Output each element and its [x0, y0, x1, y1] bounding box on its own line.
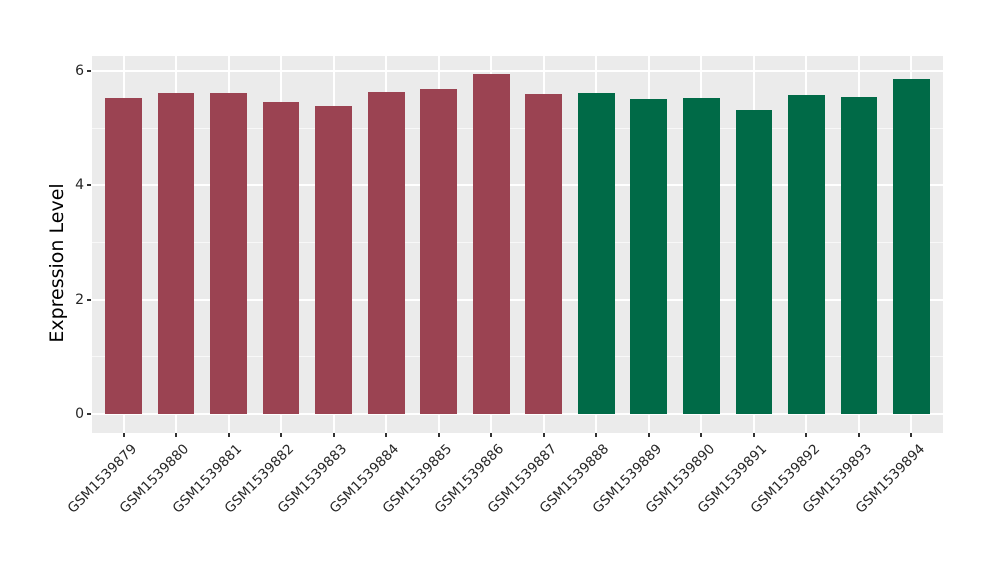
gridline-major-y [92, 413, 943, 416]
x-tick-mark [437, 433, 440, 437]
bar-gsm1539888 [577, 92, 615, 415]
x-tick-mark [280, 433, 283, 437]
y-tick-mark [87, 413, 91, 416]
bar-gsm1539880 [157, 93, 195, 415]
x-tick-mark [752, 433, 755, 437]
bar-gsm1539884 [367, 92, 405, 415]
bar-gsm1539885 [420, 89, 458, 415]
y-tick-mark [87, 184, 91, 187]
x-tick-mark [227, 433, 230, 437]
x-tick-mark [700, 433, 703, 437]
gridline-minor-y [92, 356, 943, 358]
bar-gsm1539881 [210, 93, 247, 415]
bar-gsm1539886 [472, 73, 510, 415]
bar-gsm1539892 [788, 95, 825, 415]
y-tick-label: 4 [75, 177, 84, 194]
y-tick-label: 6 [75, 62, 84, 79]
y-tick-label: 0 [75, 406, 84, 423]
y-axis-title-text: Expression Level [46, 183, 68, 343]
x-tick-mark [857, 433, 860, 437]
gridline-major-y [92, 298, 943, 301]
x-tick-mark [647, 433, 650, 437]
y-tick-mark [87, 298, 91, 301]
x-tick-mark [805, 433, 808, 437]
plot-panel [92, 56, 943, 433]
x-tick-mark [490, 433, 493, 437]
x-tick-mark [385, 433, 388, 437]
gridline-minor-y [92, 127, 943, 129]
bar-gsm1539887 [525, 93, 563, 415]
x-tick-mark [542, 433, 545, 437]
y-tick-label: 2 [75, 291, 84, 308]
bar-gsm1539894 [893, 78, 930, 415]
gridline-major-y [92, 184, 943, 187]
x-tick-mark [910, 433, 913, 437]
x-tick-mark [122, 433, 125, 437]
bar-gsm1539893 [840, 97, 878, 415]
x-tick-mark [595, 433, 598, 437]
gridline-major-y [92, 69, 943, 72]
bar-gsm1539883 [315, 105, 353, 415]
bar-gsm1539890 [682, 98, 720, 415]
x-tick-mark [175, 433, 178, 437]
bar-gsm1539879 [105, 98, 142, 415]
bar-gsm1539889 [630, 99, 668, 415]
bar-gsm1539891 [735, 109, 773, 415]
y-tick-mark [87, 69, 91, 72]
bar-gsm1539882 [262, 101, 300, 415]
gridline-minor-y [92, 241, 943, 243]
x-tick-mark [332, 433, 335, 437]
bar-layer [92, 56, 943, 433]
